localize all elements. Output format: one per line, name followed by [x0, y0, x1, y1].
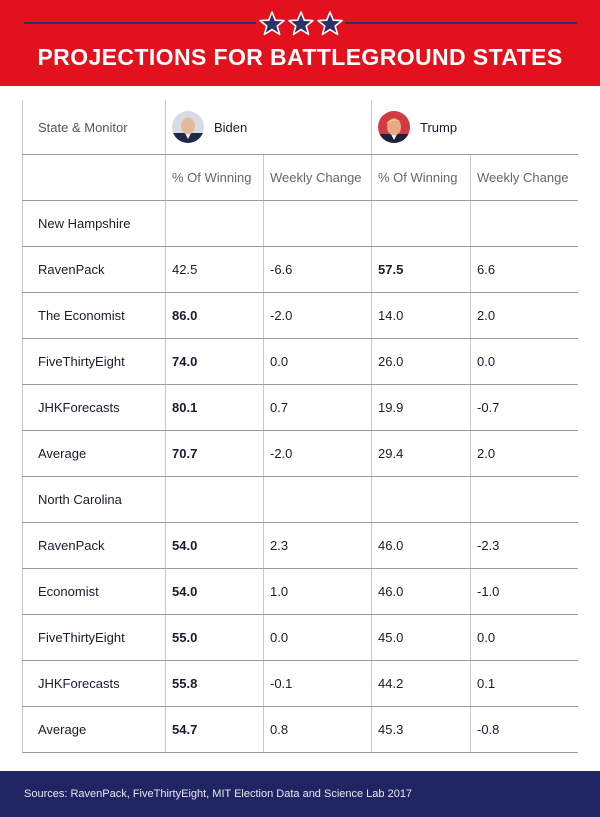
table-row: JHKForecasts 55.8 -0.1 44.2 0.1	[22, 660, 578, 707]
monitor-name: FiveThirtyEight	[22, 338, 166, 385]
trump-change: -0.8	[470, 706, 578, 753]
trump-win: 29.4	[371, 430, 471, 477]
trump-win: 45.0	[371, 614, 471, 661]
state-row-empty-cell	[470, 476, 578, 523]
subheader-trump-change: Weekly Change	[470, 154, 578, 201]
trump-change: 0.1	[470, 660, 578, 707]
state-monitor-header: State & Monitor	[22, 100, 166, 155]
biden-win: 86.0	[165, 292, 264, 339]
trump-avatar	[378, 111, 410, 143]
biden-change: -6.6	[263, 246, 372, 293]
state-row-empty-cell	[263, 200, 372, 247]
state-row-empty-cell	[165, 200, 264, 247]
state-name: New Hampshire	[22, 200, 166, 247]
biden-change: 0.8	[263, 706, 372, 753]
state-row-empty-cell	[371, 200, 471, 247]
biden-win: 80.1	[165, 384, 264, 431]
trump-change: 2.0	[470, 430, 578, 477]
table-row: The Economist 86.0 -2.0 14.0 2.0	[22, 292, 578, 339]
state-row: North Carolina	[22, 476, 578, 523]
state-row-empty-cell	[165, 476, 264, 523]
candidate-header-row: State & Monitor Biden	[22, 100, 578, 155]
table-row: RavenPack 54.0 2.3 46.0 -2.3	[22, 522, 578, 569]
biden-avatar	[172, 111, 204, 143]
biden-change: 2.3	[263, 522, 372, 569]
monitor-name: The Economist	[22, 292, 166, 339]
trump-win: 26.0	[371, 338, 471, 385]
biden-win: 74.0	[165, 338, 264, 385]
biden-change: 1.0	[263, 568, 372, 615]
monitor-name: RavenPack	[22, 246, 166, 293]
state-name: North Carolina	[22, 476, 166, 523]
biden-win: 54.7	[165, 706, 264, 753]
biden-win: 54.0	[165, 522, 264, 569]
trump-header: Trump	[371, 100, 578, 155]
subheader-biden-change: Weekly Change	[263, 154, 372, 201]
sources-text: Sources: RavenPack, FiveThirtyEight, MIT…	[24, 788, 413, 800]
trump-change: 0.0	[470, 338, 578, 385]
state-row-empty-cell	[371, 476, 471, 523]
trump-win: 46.0	[371, 568, 471, 615]
trump-change: 6.6	[470, 246, 578, 293]
biden-change: -2.0	[263, 430, 372, 477]
trump-win: 19.9	[371, 384, 471, 431]
state-row-empty-cell	[470, 200, 578, 247]
biden-win: 54.0	[165, 568, 264, 615]
trump-change: -0.7	[470, 384, 578, 431]
trump-win: 44.2	[371, 660, 471, 707]
trump-change: 0.0	[470, 614, 578, 661]
trump-change: -1.0	[470, 568, 578, 615]
table-row: FiveThirtyEight 55.0 0.0 45.0 0.0	[22, 614, 578, 661]
subheader-row: % Of Winning Weekly Change % Of Winning …	[22, 154, 578, 201]
trump-win: 57.5	[371, 246, 471, 293]
state-row-empty-cell	[263, 476, 372, 523]
subheader-trump-win: % Of Winning	[371, 154, 471, 201]
table-row: Average 54.7 0.8 45.3 -0.8	[22, 706, 578, 753]
table-row: FiveThirtyEight 74.0 0.0 26.0 0.0	[22, 338, 578, 385]
table-row: JHKForecasts 80.1 0.7 19.9 -0.7	[22, 384, 578, 431]
table-row: RavenPack 42.5 -6.6 57.5 6.6	[22, 246, 578, 293]
monitor-name: Economist	[22, 568, 166, 615]
biden-change: -0.1	[263, 660, 372, 707]
biden-win: 42.5	[165, 246, 264, 293]
trump-change: 2.0	[470, 292, 578, 339]
biden-change: 0.0	[263, 614, 372, 661]
biden-change: 0.0	[263, 338, 372, 385]
biden-win: 55.8	[165, 660, 264, 707]
page-title: PROJECTIONS FOR BATTLEGROUND STATES	[37, 44, 563, 70]
trump-name: Trump	[420, 119, 458, 135]
trump-win: 46.0	[371, 522, 471, 569]
monitor-name: Average	[22, 706, 166, 753]
monitor-name: JHKForecasts	[22, 660, 166, 707]
monitor-name: Average	[22, 430, 166, 477]
monitor-name: RavenPack	[22, 522, 166, 569]
header-banner: PROJECTIONS FOR BATTLEGROUND STATES	[0, 0, 600, 86]
biden-change: 0.7	[263, 384, 372, 431]
subheader-biden-win: % Of Winning	[165, 154, 264, 201]
projections-table: State & Monitor Biden	[22, 100, 578, 753]
table-row: Average 70.7 -2.0 29.4 2.0	[22, 430, 578, 477]
header-rule-right	[345, 22, 577, 24]
biden-win: 55.0	[165, 614, 264, 661]
header-rule-left	[24, 22, 256, 24]
monitor-name: JHKForecasts	[22, 384, 166, 431]
trump-win: 45.3	[371, 706, 471, 753]
biden-header: Biden	[165, 100, 372, 155]
biden-name: Biden	[214, 119, 248, 135]
footer: Sources: RavenPack, FiveThirtyEight, MIT…	[0, 771, 600, 817]
stars-icon	[259, 11, 343, 36]
state-row: New Hampshire	[22, 200, 578, 247]
biden-win: 70.7	[165, 430, 264, 477]
biden-change: -2.0	[263, 292, 372, 339]
trump-win: 14.0	[371, 292, 471, 339]
monitor-name: FiveThirtyEight	[22, 614, 166, 661]
subheader-empty	[22, 154, 166, 201]
table-row: Economist 54.0 1.0 46.0 -1.0	[22, 568, 578, 615]
trump-change: -2.3	[470, 522, 578, 569]
